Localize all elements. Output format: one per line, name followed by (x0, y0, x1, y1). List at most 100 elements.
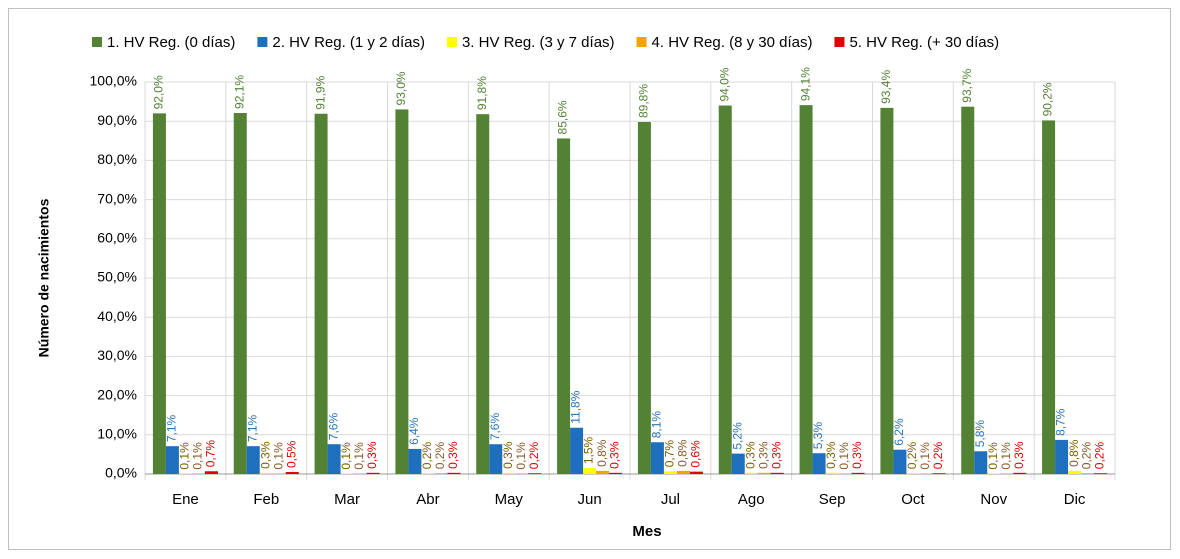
bar (528, 473, 542, 474)
bar (366, 472, 380, 474)
data-label: 0,3% (743, 441, 757, 469)
bar (1081, 473, 1095, 474)
bar (583, 468, 597, 474)
data-label: 5,2% (730, 422, 744, 450)
data-label: 0,2% (931, 442, 945, 470)
bar (152, 113, 166, 475)
data-label: 0,3% (769, 441, 783, 469)
data-label: 0,1% (178, 442, 192, 470)
bar (557, 138, 571, 474)
data-label: 0,1% (837, 442, 851, 470)
data-label: 5,8% (973, 420, 987, 448)
data-label: 0,2% (433, 442, 447, 470)
bar (799, 105, 813, 475)
x-tick-label: Feb (253, 491, 279, 508)
data-label: 11,8% (569, 390, 583, 423)
data-label: 0,1% (986, 442, 1000, 470)
data-label: 0,3% (501, 441, 515, 469)
bar (489, 444, 503, 474)
data-label: 8,7% (1054, 408, 1068, 436)
bar (395, 109, 409, 474)
bar (285, 472, 299, 474)
bar (165, 446, 179, 474)
data-label: 0,1% (514, 442, 528, 470)
bar (502, 472, 516, 474)
y-tick-label: 20,0% (97, 386, 137, 402)
x-tick-label: Ago (738, 491, 765, 508)
bar (570, 427, 584, 474)
bar (408, 448, 422, 474)
y-tick-label: 50,0% (97, 269, 137, 285)
bar (1094, 473, 1108, 474)
x-tick-label: Abr (416, 491, 439, 508)
data-label: 93,7% (960, 68, 974, 102)
x-tick-label: Jun (577, 491, 601, 508)
data-label: 7,6% (326, 413, 340, 441)
data-label: 5,3% (811, 422, 825, 450)
data-label: 0,3% (365, 441, 379, 469)
legend-label: 3. HV Reg. (3 y 7 días) (462, 34, 615, 51)
data-label: 7,1% (165, 414, 179, 442)
data-label: 94,1% (798, 67, 812, 101)
bar (259, 472, 273, 474)
data-label: 6,4% (407, 417, 421, 445)
bar (851, 472, 865, 474)
bar (1068, 470, 1082, 474)
data-label: 0,3% (608, 441, 622, 469)
y-tick-label: 10,0% (97, 426, 137, 442)
y-tick-label: 100,0% (90, 73, 137, 89)
bar (233, 112, 247, 474)
bar (825, 472, 839, 474)
bar (812, 453, 826, 474)
x-axis-title: Mes (632, 523, 661, 540)
data-label: 7,6% (488, 413, 502, 441)
data-label: 0,3% (1012, 441, 1026, 469)
legend-label: 5. HV Reg. (+ 30 días) (849, 34, 999, 51)
legend-swatch (834, 37, 845, 47)
data-label: 0,7% (663, 440, 677, 468)
data-label: 93,0% (394, 71, 408, 105)
bar (718, 105, 732, 475)
data-label: 0,2% (527, 442, 541, 470)
bar (906, 473, 920, 474)
y-tick-label: 40,0% (97, 308, 137, 324)
bar (770, 472, 784, 474)
y-tick-label: 60,0% (97, 230, 137, 246)
data-label: 92,0% (152, 75, 166, 109)
data-label: 0,8% (676, 439, 690, 467)
data-label: 94,0% (717, 67, 731, 101)
bar (676, 470, 690, 474)
y-tick-label: 80,0% (97, 151, 137, 167)
legend-swatch (636, 37, 647, 47)
data-label: 0,1% (271, 442, 285, 470)
legend-label: 4. HV Reg. (8 y 30 días) (652, 34, 813, 51)
data-label: 7,1% (245, 414, 259, 442)
data-label: 0,2% (905, 442, 919, 470)
data-label: 0,2% (1080, 442, 1094, 470)
data-label: 0,3% (446, 441, 460, 469)
bar (447, 472, 461, 474)
data-label: 92,1% (232, 75, 246, 109)
data-label: 0,6% (689, 440, 703, 468)
data-label: 90,2% (1041, 82, 1055, 116)
y-axis-title: Número de nacimientos (36, 198, 52, 357)
bar (974, 451, 988, 474)
data-label: 0,1% (191, 442, 205, 470)
x-tick-label: Ene (172, 491, 199, 508)
data-label: 0,1% (352, 442, 366, 470)
bar (961, 106, 975, 475)
y-tick-label: 0,0% (105, 465, 137, 481)
legend-label: 2. HV Reg. (1 y 2 días) (272, 34, 425, 51)
data-label: 93,4% (879, 70, 893, 104)
bar (932, 473, 946, 474)
bar (1055, 439, 1069, 474)
bar (689, 471, 703, 474)
legend-swatch (446, 37, 457, 47)
bar (893, 449, 907, 474)
y-tick-label: 30,0% (97, 347, 137, 363)
data-label: 0,1% (339, 442, 353, 470)
data-label: 6,2% (892, 418, 906, 446)
x-tick-label: Dic (1064, 491, 1086, 508)
bar (1042, 120, 1056, 474)
